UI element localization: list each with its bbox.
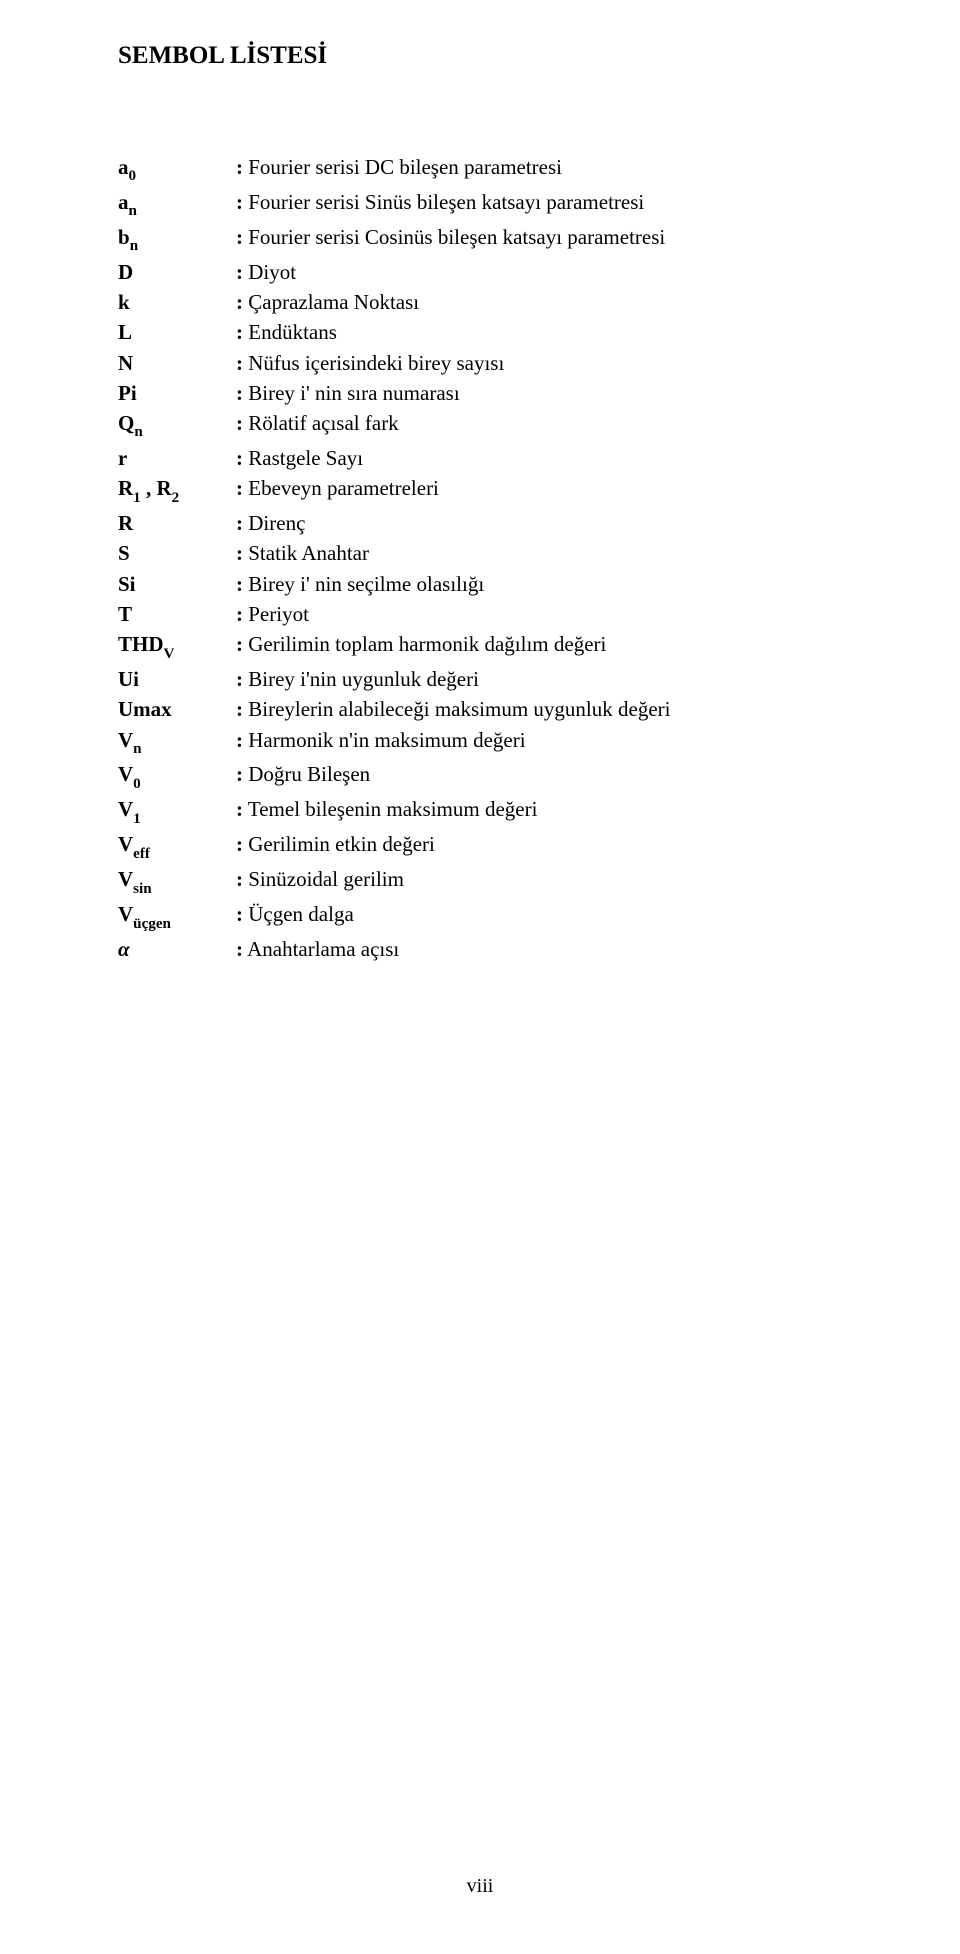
- description-cell: : Rastgele Sayı: [236, 443, 860, 473]
- symbol-cell: k: [118, 287, 236, 317]
- symbol-cell: Umax: [118, 694, 236, 724]
- symbol-row: Umax: Bireylerin alabileceği maksimum uy…: [118, 694, 860, 724]
- symbol-cell: α: [118, 934, 236, 964]
- symbol-cell: Vüçgen: [118, 899, 236, 934]
- description-cell: : Birey i' nin seçilme olasılığı: [236, 569, 860, 599]
- symbol-row: an: Fourier serisi Sinüs bileşen katsayı…: [118, 187, 860, 222]
- symbol-list: a0: Fourier serisi DC bileşen parametres…: [118, 152, 860, 964]
- symbol-cell: R1 , R2: [118, 473, 236, 508]
- description-cell: : Birey i' nin sıra numarası: [236, 378, 860, 408]
- symbol-cell: an: [118, 187, 236, 222]
- symbol-cell: T: [118, 599, 236, 629]
- symbol-cell: Si: [118, 569, 236, 599]
- symbol-row: bn: Fourier serisi Cosinüs bileşen katsa…: [118, 222, 860, 257]
- symbol-cell: Veff: [118, 829, 236, 864]
- description-cell: : Direnç: [236, 508, 860, 538]
- description-cell: : Birey i'nin uygunluk değeri: [236, 664, 860, 694]
- description-cell: : Sinüzoidal gerilim: [236, 864, 860, 899]
- description-cell: : Ebeveyn parametreleri: [236, 473, 860, 508]
- description-cell: : Anahtarlama açısı: [236, 934, 860, 964]
- description-cell: : Temel bileşenin maksimum değeri: [236, 794, 860, 829]
- description-cell: : Fourier serisi DC bileşen parametresi: [236, 152, 860, 187]
- symbol-cell: Qn: [118, 408, 236, 443]
- description-cell: : Endüktans: [236, 317, 860, 347]
- symbol-row: Vn: Harmonik n'in maksimum değeri: [118, 725, 860, 760]
- description-cell: : Fourier serisi Cosinüs bileşen katsayı…: [236, 222, 860, 257]
- description-cell: : Gerilimin toplam harmonik dağılım değe…: [236, 629, 860, 664]
- symbol-cell: S: [118, 538, 236, 568]
- page-number: viii: [0, 1875, 960, 1898]
- description-cell: : Üçgen dalga: [236, 899, 860, 934]
- description-cell: : Statik Anahtar: [236, 538, 860, 568]
- symbol-cell: Vsin: [118, 864, 236, 899]
- symbol-cell: D: [118, 257, 236, 287]
- description-cell: : Nüfus içerisindeki birey sayısı: [236, 348, 860, 378]
- symbol-cell: R: [118, 508, 236, 538]
- description-cell: : Bireylerin alabileceği maksimum uygunl…: [236, 694, 860, 724]
- symbol-row: D: Diyot: [118, 257, 860, 287]
- symbol-row: r: Rastgele Sayı: [118, 443, 860, 473]
- description-cell: : Fourier serisi Sinüs bileşen katsayı p…: [236, 187, 860, 222]
- symbol-cell: r: [118, 443, 236, 473]
- symbol-cell: a0: [118, 152, 236, 187]
- symbol-row: a0: Fourier serisi DC bileşen parametres…: [118, 152, 860, 187]
- symbol-row: S: Statik Anahtar: [118, 538, 860, 568]
- symbol-row: V0: Doğru Bileşen: [118, 759, 860, 794]
- symbol-row: R: Direnç: [118, 508, 860, 538]
- description-cell: : Doğru Bileşen: [236, 759, 860, 794]
- symbol-row: N: Nüfus içerisindeki birey sayısı: [118, 348, 860, 378]
- description-cell: : Harmonik n'in maksimum değeri: [236, 725, 860, 760]
- description-cell: : Gerilimin etkin değeri: [236, 829, 860, 864]
- description-cell: : Çaprazlama Noktası: [236, 287, 860, 317]
- symbol-row: Ui: Birey i'nin uygunluk değeri: [118, 664, 860, 694]
- symbol-row: k: Çaprazlama Noktası: [118, 287, 860, 317]
- symbol-cell: Ui: [118, 664, 236, 694]
- description-cell: : Diyot: [236, 257, 860, 287]
- symbol-cell: Pi: [118, 378, 236, 408]
- symbol-row: Pi: Birey i' nin sıra numarası: [118, 378, 860, 408]
- document-page: SEMBOL LİSTESİ a0: Fourier serisi DC bil…: [0, 0, 960, 1954]
- symbol-row: L: Endüktans: [118, 317, 860, 347]
- symbol-row: Vsin: Sinüzoidal gerilim: [118, 864, 860, 899]
- page-title: SEMBOL LİSTESİ: [118, 42, 860, 70]
- description-cell: : Rölatif açısal fark: [236, 408, 860, 443]
- symbol-row: Qn: Rölatif açısal fark: [118, 408, 860, 443]
- symbol-cell: L: [118, 317, 236, 347]
- description-cell: : Periyot: [236, 599, 860, 629]
- symbol-row: Si: Birey i' nin seçilme olasılığı: [118, 569, 860, 599]
- symbol-row: T: Periyot: [118, 599, 860, 629]
- symbol-cell: Vn: [118, 725, 236, 760]
- symbol-cell: THDV: [118, 629, 236, 664]
- symbol-cell: N: [118, 348, 236, 378]
- symbol-row: α: Anahtarlama açısı: [118, 934, 860, 964]
- symbol-row: V1: Temel bileşenin maksimum değeri: [118, 794, 860, 829]
- symbol-row: THDV: Gerilimin toplam harmonik dağılım …: [118, 629, 860, 664]
- symbol-cell: V0: [118, 759, 236, 794]
- symbol-row: R1 , R2: Ebeveyn parametreleri: [118, 473, 860, 508]
- symbol-cell: V1: [118, 794, 236, 829]
- symbol-cell: bn: [118, 222, 236, 257]
- symbol-row: Vüçgen: Üçgen dalga: [118, 899, 860, 934]
- symbol-row: Veff: Gerilimin etkin değeri: [118, 829, 860, 864]
